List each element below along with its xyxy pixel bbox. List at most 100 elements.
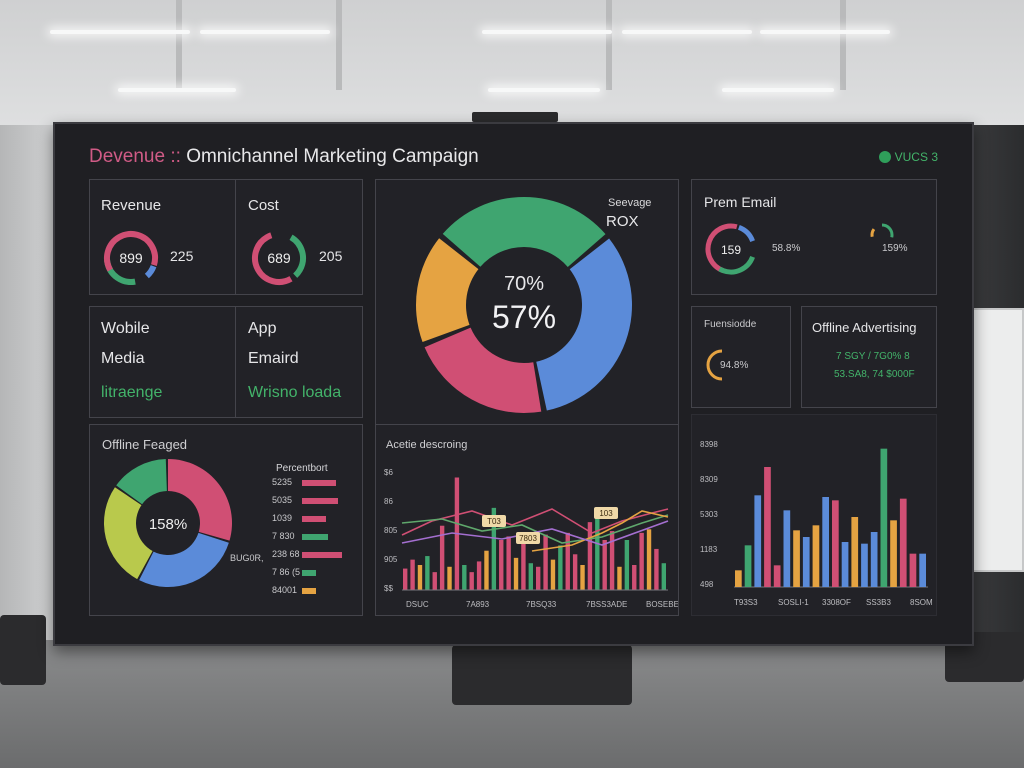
activity-tag-box [516, 532, 540, 544]
fuensiodde-panel[interactable]: Fuensiodde 94.8% [691, 306, 791, 408]
fuensiodde-title: Fuensiodde [704, 319, 757, 330]
activity-chart-title: Acetie descroing [386, 439, 468, 451]
channel-x-tick: 3308OF [822, 598, 851, 607]
activity-y-tick: $6 [384, 468, 393, 477]
roi-label-2: ROX [606, 213, 639, 230]
activity-bar [513, 557, 519, 590]
projector [472, 112, 558, 122]
activity-y-tick: 905 [384, 555, 398, 564]
channel-x-tick: SS3B3 [866, 598, 891, 607]
offline-engaged-row-bar [302, 552, 342, 558]
channel-bar [735, 570, 742, 587]
offline-engaged-side-label: BUG0R, [230, 553, 264, 563]
ceiling-light [622, 30, 752, 34]
channel-bar [851, 517, 859, 587]
activity-bar [602, 540, 607, 590]
ceiling-light [488, 88, 600, 92]
offline-advertising-panel[interactable]: Offline Advertising 7 SGY / 7G0% 8 53.SA… [801, 306, 937, 408]
ceiling-rib [336, 0, 342, 90]
activity-x-tick: BOSEBE(SJ [646, 600, 678, 609]
offline-ads-line1: 7 SGY / 7G0% 8 [836, 351, 910, 362]
offline-engaged-row-label: 7 86 (5 [272, 567, 301, 577]
prem-email-title: Prem Email [704, 194, 777, 210]
revenue-panel[interactable]: Revenue 899 225 [89, 179, 237, 295]
roi-donut-panel[interactable]: Seevage ROX 70% 57% [375, 179, 679, 425]
channel-y-tick: 1183 [700, 545, 718, 554]
activity-x-tick: DSUC [406, 600, 429, 609]
revenue-value: 225 [170, 248, 194, 264]
left-wall [0, 125, 54, 645]
activity-bar [661, 563, 666, 590]
activity-x-tick: 7A893 [466, 600, 490, 609]
offline-engaged-center: 158% [149, 516, 187, 533]
channel-bar [812, 525, 820, 587]
channel-bar [880, 448, 888, 587]
channel-y-tick: 8398 [700, 440, 718, 449]
cost-ring-green [252, 231, 306, 285]
activity-tag: T03 [487, 517, 501, 526]
revenue-center: 899 [119, 250, 143, 266]
cost-center: 689 [267, 250, 291, 266]
campaign-title: Omnichannel Marketing Campaign [186, 146, 479, 167]
mobile-media-panel[interactable]: Wobile Media litraenge [89, 306, 237, 418]
channel-y-tick: 8309 [700, 475, 718, 484]
app-email-panel[interactable]: App Emaird Wrisno loada [235, 306, 363, 418]
channel-bar [754, 495, 762, 587]
activity-bar [499, 540, 504, 590]
channel-bar [899, 498, 907, 587]
activity-bar [432, 572, 437, 590]
revenue-ring-red [104, 231, 158, 286]
activity-bar [632, 565, 637, 590]
activity-bar [580, 565, 585, 590]
activity-bar [550, 559, 556, 590]
ceiling-rib [606, 0, 612, 90]
offline-engaged-title: Offline Feaged [102, 437, 188, 452]
channel-bar [793, 530, 800, 587]
activity-bar [506, 536, 511, 590]
cost-panel[interactable]: Cost 689 205 [235, 179, 363, 295]
cost-ring: 689 [252, 231, 307, 285]
channel-y-tick: 498 [700, 580, 714, 589]
channel-bar [832, 500, 839, 587]
mobile-line1: Wobile [101, 320, 150, 337]
offline-engaged-row-label: 5235 [272, 477, 293, 487]
activity-bar [462, 565, 467, 590]
fuensiodde-gauge [706, 349, 723, 381]
roi-slice-0 [536, 238, 632, 411]
roi-slice-1 [424, 327, 542, 413]
channel-bar [773, 565, 781, 587]
offline-engaged-donut: 158% [103, 459, 232, 587]
app-line3: Wrisno loada [248, 384, 342, 401]
offline-engaged-panel[interactable]: Offline Feaged 158% Percentbort BUG0R, 5… [89, 424, 363, 616]
logo-icon [878, 151, 891, 163]
ceiling [0, 0, 1024, 125]
activity-bar [617, 566, 622, 590]
revenue-label: Revenue [101, 197, 162, 214]
activity-bar [609, 531, 615, 590]
whiteboard [968, 308, 1024, 572]
cost-value: 205 [319, 248, 343, 264]
activity-chart-panel[interactable]: Acetie descroing 103 7803 T03 $6 86 805 905 $$ D… [375, 424, 679, 616]
activity-y-tick: 86 [384, 497, 393, 506]
activity-bar [439, 525, 445, 590]
channel-bar-panel[interactable]: 8398 8309 5303 1183 498 T93S3 SOSLI-1 3308OF SS3… [691, 414, 937, 616]
activity-tag: 103 [599, 509, 613, 518]
ceiling-light [722, 88, 834, 92]
channel-bar [744, 545, 752, 587]
channel-bar [909, 553, 917, 587]
app-line2: Emaird [248, 350, 299, 367]
engaged-slice-1 [139, 532, 229, 587]
gauge-arc [706, 349, 723, 381]
offline-engaged-row-label: 238 68 [272, 549, 300, 559]
dashboard-title: Devenue :: Omnichannel Marketing Campaig… [89, 146, 479, 168]
cost-label: Cost [248, 197, 279, 214]
prem-email-ring: 159 [705, 223, 757, 275]
prem-email-panel[interactable]: Prem Email 159 58.8% 159% [691, 179, 937, 295]
roi-slice-2 [416, 238, 479, 342]
roi-slice-3 [442, 197, 606, 267]
revenue-ring: 899 [104, 231, 158, 286]
channel-x-tick: SOSLI-1 [778, 598, 809, 607]
offline-engaged-row-label: 7 830 [272, 531, 295, 541]
ceiling-light [50, 30, 190, 34]
activity-line-1 [401, 514, 669, 544]
